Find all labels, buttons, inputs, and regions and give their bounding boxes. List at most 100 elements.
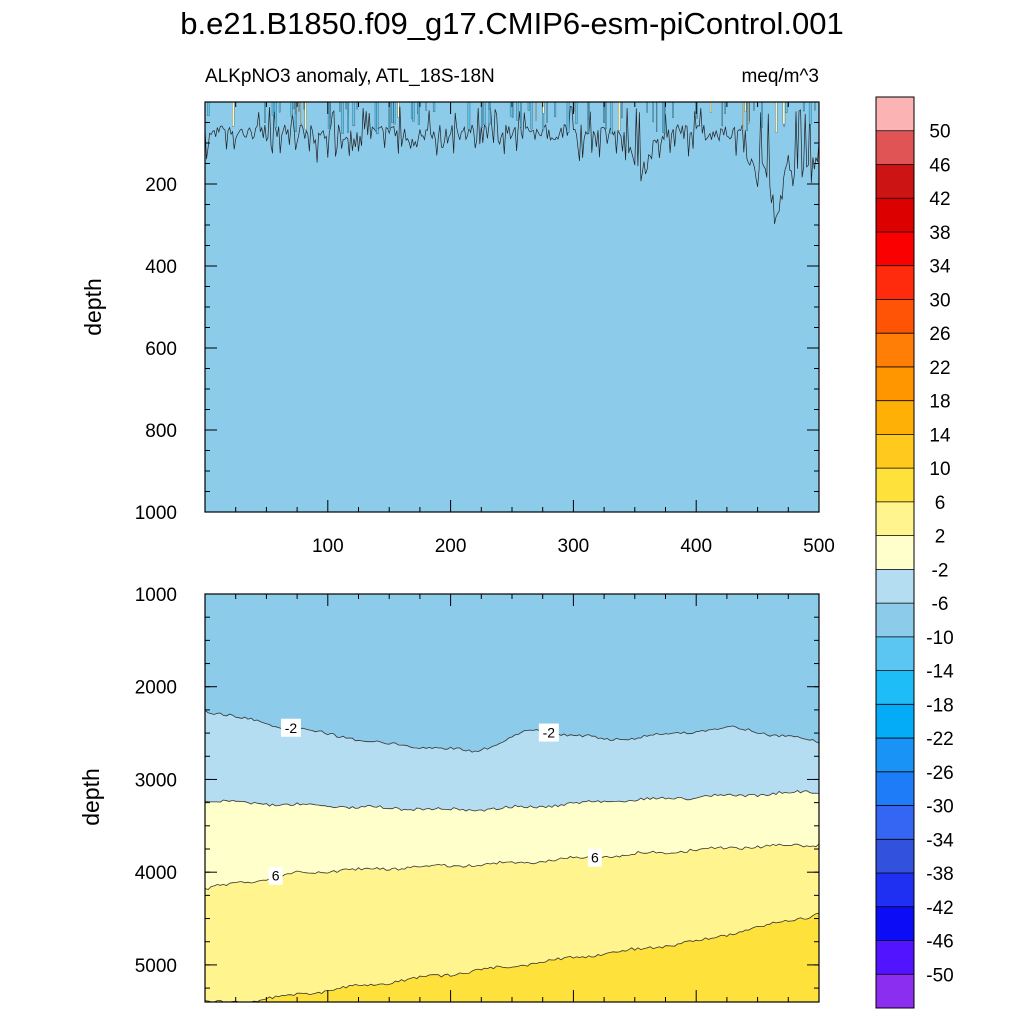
- colorbar-swatch: [876, 265, 914, 300]
- colorbar-swatch: [876, 738, 914, 773]
- contour-label-text: -2: [543, 725, 556, 741]
- units-label: meq/m^3: [741, 66, 819, 87]
- background-fill: [205, 102, 819, 512]
- plot-frame: [204, 593, 820, 1003]
- negative-streak: [814, 101, 816, 111]
- negative-streak: [530, 101, 533, 130]
- colorbar-label: -38: [926, 864, 953, 885]
- x-tick-label: 300: [558, 536, 590, 557]
- negative-streak: [527, 101, 530, 111]
- near-surface-anomaly-band: [204, 101, 820, 224]
- colorbar-swatch: [876, 873, 914, 908]
- negative-streak: [672, 101, 674, 118]
- colorbar-swatch: [876, 164, 914, 199]
- positive-streak: [744, 101, 747, 113]
- colorbar-swatch: [876, 434, 914, 469]
- lower-depth-tick-label: 5000: [135, 956, 177, 977]
- colorbar-swatch: [876, 670, 914, 705]
- colorbar-swatch: [876, 501, 914, 536]
- colorbar-label: -6: [932, 594, 949, 615]
- negative-streak: [605, 101, 607, 130]
- lower-depth-tick-label: 4000: [135, 863, 177, 884]
- contour-label-box: [268, 866, 283, 885]
- lower-depth-panel: -2 -2 6 6 1000 2000 3000 4000 5000: [135, 585, 820, 1003]
- negative-streak: [352, 101, 356, 127]
- negative-streak: [656, 101, 658, 132]
- negative-streak: [391, 101, 394, 123]
- negative-streak: [341, 101, 344, 134]
- negative-streak: [575, 101, 578, 124]
- lower-depth-axis-label: depth: [78, 768, 104, 826]
- x-tick-label: 200: [435, 536, 467, 557]
- negative-streak: [278, 101, 281, 113]
- contour-label-box: [280, 718, 301, 737]
- colorbar-label: -34: [926, 830, 954, 851]
- negative-streak: [784, 101, 788, 113]
- negative-streak: [652, 101, 654, 123]
- x-tick-label: 500: [803, 536, 835, 557]
- contour-label-text: -2: [285, 720, 298, 736]
- colorbar-swatch: [876, 97, 914, 132]
- positive-streak: [775, 101, 778, 133]
- positive-streak: [535, 101, 537, 121]
- negative-streak: [410, 101, 413, 119]
- colorbar-label: -30: [926, 797, 953, 818]
- negative-streak: [467, 101, 471, 130]
- positive-streak: [232, 101, 235, 127]
- main-title: b.e21.B1850.f09_g17.CMIP6-esm-piControl.…: [180, 6, 843, 41]
- colorbar-swatch: [876, 704, 914, 739]
- negative-streak: [425, 101, 427, 111]
- contour-label-text: 6: [272, 868, 280, 884]
- positive-streak: [397, 101, 400, 118]
- colorbar-frame: [875, 96, 915, 1009]
- upper-depth-tick-label: 600: [145, 339, 177, 360]
- negative-streak: [298, 101, 300, 112]
- negative-streak: [290, 101, 293, 117]
- colorbar-swatch: [876, 535, 914, 570]
- negative-streak: [292, 101, 295, 110]
- negative-streak: [271, 101, 275, 116]
- positive-streak: [618, 101, 621, 131]
- negative-streak: [274, 101, 277, 128]
- colorbar-swatch: [876, 400, 914, 435]
- colorbar-label: 22: [929, 358, 950, 379]
- colorbar-label: 6: [935, 493, 946, 514]
- lower-depth-tick-label: 1000: [135, 585, 177, 606]
- contour-label: 6: [587, 848, 602, 867]
- negative-streak: [646, 101, 648, 113]
- negative-streak: [610, 101, 613, 134]
- negative-streak: [588, 101, 590, 120]
- contour-line-2: [204, 790, 820, 812]
- contour-label-box: [587, 848, 602, 867]
- colorbar: 50 46 42 38 34 30 26 22 18 14 10 6 2 -2 -6 -10 -14 -18 -22…: [875, 96, 954, 1009]
- colorbar-swatch: [876, 805, 914, 840]
- colorbar-swatch: [876, 299, 914, 334]
- colorbar-label: 14: [929, 425, 951, 446]
- colorbar-label: -26: [926, 763, 953, 784]
- colorbar-swatch: [876, 636, 914, 671]
- colorbar-label: 2: [935, 527, 946, 548]
- colorbar-label: 38: [929, 223, 950, 244]
- negative-streak: [566, 101, 570, 133]
- colorbar-swatch: [876, 468, 914, 503]
- colorbar-swatch: [876, 974, 914, 1009]
- negative-streak: [621, 101, 623, 119]
- positive-streak: [709, 101, 712, 113]
- negative-streak: [432, 101, 436, 112]
- colorbar-label: -46: [926, 932, 953, 953]
- colorbar-label: -18: [926, 695, 953, 716]
- colorbar-label: -10: [926, 628, 953, 649]
- negative-streak: [662, 101, 665, 133]
- colorbar-label: 46: [929, 155, 950, 176]
- colorbar-label: 50: [929, 122, 950, 143]
- colorbar-swatch: [876, 569, 914, 604]
- colorbar-label: 42: [929, 189, 950, 210]
- upper-depth-tick-label: 400: [145, 257, 177, 278]
- colorbar-label: 30: [929, 290, 950, 311]
- positive-streak: [748, 101, 750, 124]
- variable-label: ALKpNO3 anomaly, ATL_18S-18N: [205, 66, 495, 87]
- negative-streak: [554, 101, 557, 117]
- positive-streak: [304, 101, 307, 130]
- upper-depth-tick-label: 1000: [135, 503, 177, 524]
